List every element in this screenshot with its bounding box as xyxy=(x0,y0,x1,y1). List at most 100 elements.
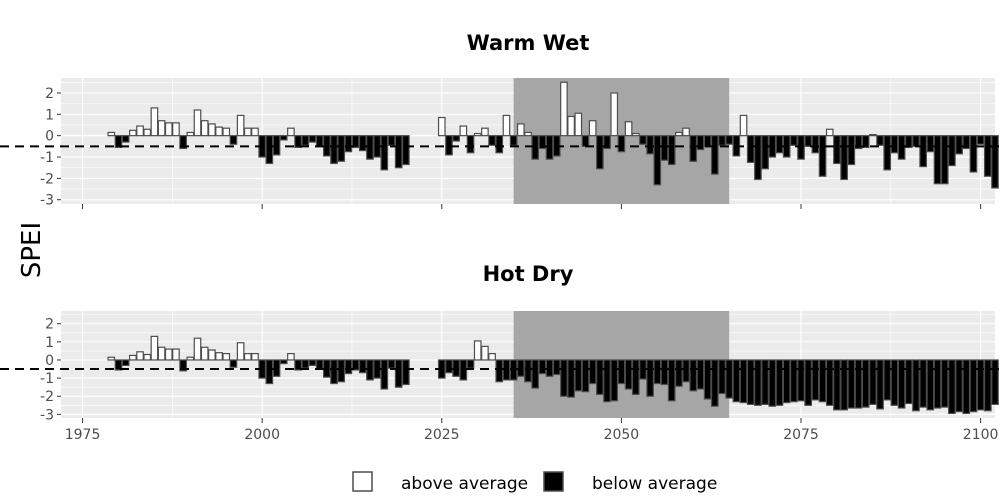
bar-2042 xyxy=(560,359,568,397)
bar-2030 xyxy=(473,132,482,137)
bar-1995 xyxy=(222,353,231,361)
bar-2014 xyxy=(358,359,367,374)
bar-2092 xyxy=(919,135,927,168)
bar-2015 xyxy=(366,135,374,160)
bar-2043 xyxy=(567,115,575,137)
bar-2054 xyxy=(646,359,654,397)
bar-2097 xyxy=(955,135,963,155)
bar-2089 xyxy=(897,135,906,160)
bar-1991 xyxy=(193,337,202,361)
bar-1999 xyxy=(251,127,259,137)
bar-1997 xyxy=(236,114,245,137)
bar-2076 xyxy=(804,135,813,147)
bar-1991 xyxy=(193,109,202,137)
bar-2034 xyxy=(502,114,511,137)
bar-1983 xyxy=(136,351,144,361)
bar-2044 xyxy=(574,112,583,137)
bar-2078 xyxy=(818,135,827,177)
bar-2077 xyxy=(811,135,820,154)
bar-1989 xyxy=(179,135,187,150)
x-tick-label: 1975 xyxy=(65,427,101,443)
bar-2043 xyxy=(567,359,575,398)
bar-2083 xyxy=(854,135,863,150)
bar-2092 xyxy=(919,359,927,408)
bar-2081 xyxy=(840,359,848,411)
bar-2075 xyxy=(797,359,805,402)
bar-2045 xyxy=(581,359,590,393)
bar-2100 xyxy=(976,359,985,411)
bar-2051 xyxy=(624,121,633,137)
bar-2004 xyxy=(287,127,295,137)
bar-2068 xyxy=(746,359,755,405)
x-tick-label: 2075 xyxy=(783,427,819,443)
bar-2090 xyxy=(904,359,913,405)
bar-1987 xyxy=(164,122,173,137)
bar-2102 xyxy=(991,135,999,189)
bar-2070 xyxy=(761,135,769,170)
bar-2062 xyxy=(703,135,712,147)
bar-2074 xyxy=(789,135,798,146)
bar-2013 xyxy=(351,135,360,149)
bar-2028 xyxy=(459,125,468,137)
bar-2071 xyxy=(768,359,777,407)
bar-2011 xyxy=(337,359,346,383)
bar-2035 xyxy=(509,135,518,146)
bar-2041 xyxy=(552,359,561,376)
bar-2078 xyxy=(818,359,827,403)
bar-1986 xyxy=(157,346,166,361)
bar-1982 xyxy=(129,354,137,361)
bar-2044 xyxy=(574,359,583,392)
bar-2087 xyxy=(883,359,892,401)
bar-2063 xyxy=(710,359,719,407)
bar-2096 xyxy=(948,359,956,415)
bar-2048 xyxy=(603,135,611,150)
bar-2017 xyxy=(380,359,389,390)
bar-1980 xyxy=(114,359,123,371)
bar-2084 xyxy=(861,135,870,149)
bar-2077 xyxy=(811,359,820,401)
bar-2046 xyxy=(588,120,597,137)
bar-1998 xyxy=(243,127,252,137)
legend-above-swatch xyxy=(352,471,373,492)
bar-2010 xyxy=(330,359,338,385)
panel-0: Warm Wet 2 1 0 -1 -2 -3 xyxy=(0,31,1000,209)
bar-2052 xyxy=(631,359,640,396)
bar-2027 xyxy=(452,135,460,142)
bar-2097 xyxy=(955,359,963,413)
bar-2017 xyxy=(380,135,389,171)
bar-2098 xyxy=(962,359,971,415)
bar-2040 xyxy=(545,135,554,160)
bar-2050 xyxy=(617,135,626,153)
bar-2064 xyxy=(718,359,726,395)
bar-2057 xyxy=(667,359,676,402)
bar-2030 xyxy=(473,340,482,361)
bar-1996 xyxy=(229,135,238,145)
bar-2083 xyxy=(854,359,863,409)
legend-below-swatch xyxy=(543,471,564,492)
y-tick-label: -2 xyxy=(40,389,54,405)
bar-2067 xyxy=(739,359,748,404)
bar-2084 xyxy=(861,359,870,408)
bar-2049 xyxy=(610,92,619,137)
bar-1979 xyxy=(107,131,116,137)
bar-2038 xyxy=(531,135,540,160)
bar-2057 xyxy=(667,135,676,166)
bar-2094 xyxy=(933,359,942,409)
bar-2037 xyxy=(524,359,532,383)
bar-1993 xyxy=(208,123,216,137)
bar-1985 xyxy=(150,335,159,361)
bar-2066 xyxy=(732,359,741,403)
bar-2075 xyxy=(797,135,805,160)
bar-2006 xyxy=(301,135,310,146)
bar-2099 xyxy=(969,135,978,173)
bar-2020 xyxy=(402,135,410,166)
bar-1995 xyxy=(222,127,231,137)
bar-1994 xyxy=(215,126,223,137)
bar-2072 xyxy=(775,359,784,406)
bar-2019 xyxy=(394,135,403,169)
bar-2047 xyxy=(596,135,604,170)
bar-2058 xyxy=(675,359,683,387)
bar-1982 xyxy=(129,129,137,137)
bar-2014 xyxy=(358,135,367,152)
bar-2099 xyxy=(969,359,978,413)
